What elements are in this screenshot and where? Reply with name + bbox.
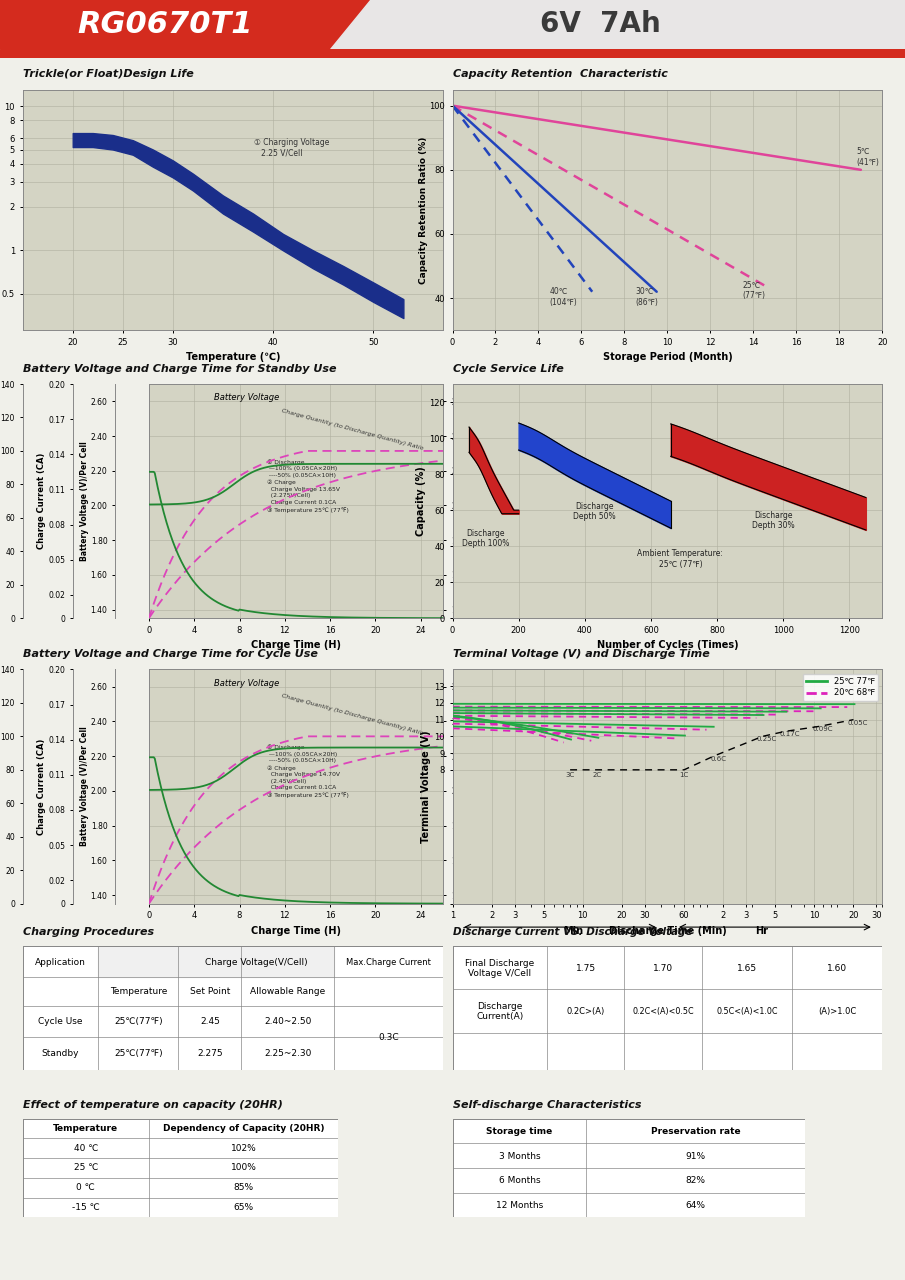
Text: 82%: 82% [686,1176,706,1185]
Text: Discharge Current VS. Discharge Voltage: Discharge Current VS. Discharge Voltage [452,927,692,937]
Text: Capacity Retention  Characteristic: Capacity Retention Characteristic [452,69,667,79]
Text: Battery Voltage: Battery Voltage [214,678,279,687]
Text: Self-discharge Characteristics: Self-discharge Characteristics [452,1100,641,1110]
Text: 1C: 1C [680,772,689,777]
Legend: 25℃ 77℉, 20℃ 68℉: 25℃ 77℉, 20℃ 68℉ [803,673,878,700]
Text: Cycle Service Life: Cycle Service Life [452,364,563,374]
Text: Terminal Voltage (V) and Discharge Time: Terminal Voltage (V) and Discharge Time [452,649,710,659]
X-axis label: Storage Period (Month): Storage Period (Month) [603,352,732,362]
Y-axis label: Battery Voltage (V)/Per Cell: Battery Voltage (V)/Per Cell [81,727,90,846]
Polygon shape [0,0,370,49]
Text: Temperature: Temperature [110,987,167,996]
Text: Temperature: Temperature [53,1124,119,1133]
Text: 40℃
(104℉): 40℃ (104℉) [549,287,577,307]
X-axis label: Temperature (℃): Temperature (℃) [186,352,281,362]
Text: 5℃
(41℉): 5℃ (41℉) [857,147,880,166]
Text: Min: Min [563,927,583,936]
Text: -15 ℃: -15 ℃ [71,1203,100,1212]
Text: 100%: 100% [231,1164,256,1172]
Text: ① Discharge
 —100% (0.05CA×20H)
 ----50% (0.05CA×10H)
② Charge
  Charge Voltage : ① Discharge —100% (0.05CA×20H) ----50% (… [267,460,348,512]
X-axis label: Discharge Time (Min): Discharge Time (Min) [608,925,727,936]
Y-axis label: Capacity Retention Ratio (%): Capacity Retention Ratio (%) [419,136,428,284]
Text: 3C: 3C [566,772,575,777]
Text: 1.65: 1.65 [737,964,757,973]
Text: 2.45: 2.45 [200,1018,220,1027]
Text: 25 ℃: 25 ℃ [73,1164,98,1172]
Text: RG0670T1: RG0670T1 [77,10,252,38]
Polygon shape [330,0,905,49]
Text: 0 ℃: 0 ℃ [76,1183,95,1192]
Text: (A)>1.0C: (A)>1.0C [818,1007,856,1016]
Text: 64%: 64% [686,1201,706,1210]
Text: 3 Months: 3 Months [499,1152,540,1161]
Text: 0.5C<(A)<1.0C: 0.5C<(A)<1.0C [716,1007,777,1016]
Text: 85%: 85% [233,1183,253,1192]
Text: Charging Procedures: Charging Procedures [23,927,154,937]
Text: 2.25~2.30: 2.25~2.30 [264,1050,311,1059]
Text: Dependency of Capacity (20HR): Dependency of Capacity (20HR) [163,1124,324,1133]
Text: Charge Quantity (to Discharge Quantity) Ratio: Charge Quantity (to Discharge Quantity) … [281,408,424,451]
Text: Set Point: Set Point [190,987,230,996]
Text: ① Charging Voltage
   2.25 V/Cell: ① Charging Voltage 2.25 V/Cell [254,138,329,157]
Text: Charge Quantity (to Discharge Quantity) Ratio: Charge Quantity (to Discharge Quantity) … [281,694,424,736]
Text: 0.3C: 0.3C [378,1033,399,1042]
Text: 2C: 2C [593,772,602,777]
Text: 0.6C: 0.6C [710,756,727,763]
Text: Hr: Hr [756,927,768,936]
Text: Final Discharge
Voltage V/Cell: Final Discharge Voltage V/Cell [465,959,535,978]
Text: Discharge
Depth 100%: Discharge Depth 100% [462,529,510,548]
Text: Discharge
Depth 50%: Discharge Depth 50% [574,502,616,521]
Text: Trickle(or Float)Design Life: Trickle(or Float)Design Life [23,69,194,79]
Text: 1.70: 1.70 [653,964,673,973]
Text: Battery Voltage and Charge Time for Standby Use: Battery Voltage and Charge Time for Stan… [23,364,336,374]
Text: Allowable Range: Allowable Range [250,987,326,996]
Bar [99,946,334,977]
Y-axis label: Charge Current (CA): Charge Current (CA) [37,453,46,549]
Text: 30℃
(86℉): 30℃ (86℉) [635,287,658,307]
Text: 6V  7Ah: 6V 7Ah [539,10,661,38]
Y-axis label: Terminal Voltage (V): Terminal Voltage (V) [422,731,432,842]
Text: 1.75: 1.75 [576,964,595,973]
Text: 65%: 65% [233,1203,253,1212]
Text: 25℃(77℉): 25℃(77℉) [114,1018,163,1027]
Text: Storage time: Storage time [486,1126,553,1137]
Text: 0.17C: 0.17C [780,731,800,737]
Text: 2.40~2.50: 2.40~2.50 [264,1018,311,1027]
X-axis label: Charge Time (H): Charge Time (H) [252,640,341,650]
Text: Battery Voltage: Battery Voltage [214,393,279,402]
Text: 1.60: 1.60 [827,964,847,973]
Text: 0.05C: 0.05C [848,719,868,726]
Text: ① Discharge
 —100% (0.05CA×20H)
 ----50% (0.05CA×10H)
② Charge
  Charge Voltage : ① Discharge —100% (0.05CA×20H) ----50% (… [267,745,348,797]
Text: Standby: Standby [42,1050,80,1059]
Text: Effect of temperature on capacity (20HR): Effect of temperature on capacity (20HR) [23,1100,282,1110]
Text: Battery Voltage and Charge Time for Cycle Use: Battery Voltage and Charge Time for Cycl… [23,649,318,659]
Text: 6 Months: 6 Months [499,1176,540,1185]
Text: Discharge
Depth 30%: Discharge Depth 30% [752,511,795,530]
Text: 0.2C<(A)<0.5C: 0.2C<(A)<0.5C [633,1007,694,1016]
Text: 0.2C>(A): 0.2C>(A) [567,1007,605,1016]
Text: 0.25C: 0.25C [757,736,777,742]
Text: Discharge
Current(A): Discharge Current(A) [476,1002,523,1021]
Text: 25℃(77℉): 25℃(77℉) [114,1050,163,1059]
Text: Max.Charge Current: Max.Charge Current [347,957,431,966]
Text: 91%: 91% [686,1152,706,1161]
X-axis label: Charge Time (H): Charge Time (H) [252,925,341,936]
Y-axis label: Capacity (%): Capacity (%) [416,466,426,536]
Y-axis label: Charge Current (CA): Charge Current (CA) [37,739,46,835]
Text: 2.275: 2.275 [197,1050,223,1059]
Y-axis label: Battery Voltage (V)/Per Cell: Battery Voltage (V)/Per Cell [81,442,90,561]
Text: 40 ℃: 40 ℃ [73,1144,98,1153]
Text: Preservation rate: Preservation rate [651,1126,740,1137]
Text: Charge Voltage(V/Cell): Charge Voltage(V/Cell) [205,957,308,966]
Text: Cycle Use: Cycle Use [38,1018,82,1027]
Text: 12 Months: 12 Months [496,1201,543,1210]
Text: 0.09C: 0.09C [813,726,834,732]
Text: 25℃
(77℉): 25℃ (77℉) [743,280,766,300]
Text: Application: Application [35,957,86,966]
Text: 102%: 102% [231,1144,256,1153]
X-axis label: Number of Cycles (Times): Number of Cycles (Times) [596,640,738,650]
Text: Ambient Temperature:
25℃ (77℉): Ambient Temperature: 25℃ (77℉) [637,549,723,568]
